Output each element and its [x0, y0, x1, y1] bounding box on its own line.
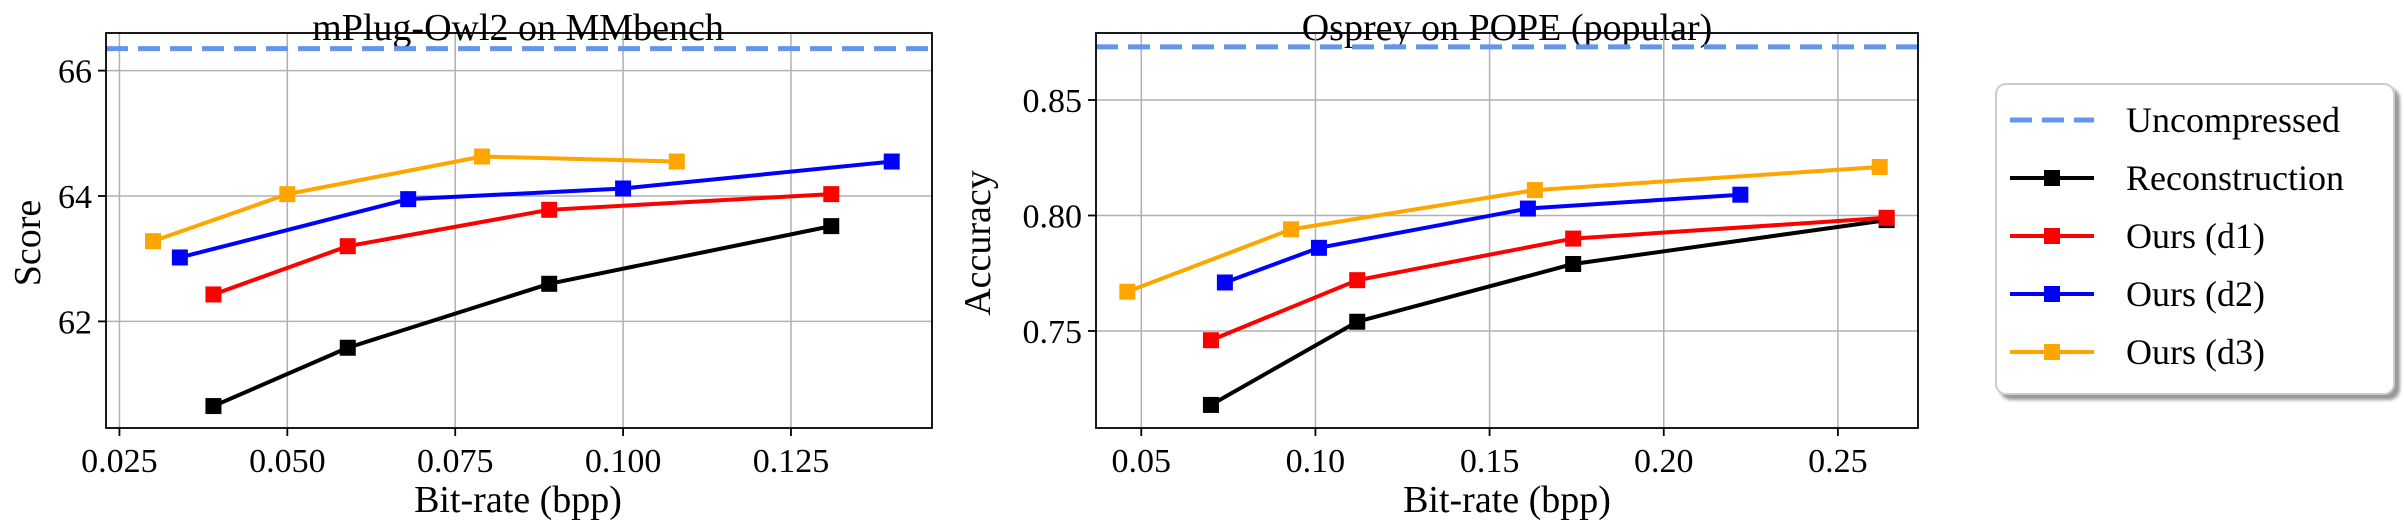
- x-tick-label: 0.25: [1808, 443, 1868, 480]
- y-tick-label: 0.85: [1023, 83, 1083, 120]
- data-point-reconstruction: [541, 275, 558, 292]
- legend-label-ours-d3: Ours (d3): [2126, 332, 2265, 372]
- legend-frame: [1995, 83, 2395, 395]
- series-line-ours-d1: [1210, 215, 1887, 343]
- data-point-reconstruction: [205, 398, 222, 415]
- data-point-ours-d3: [279, 186, 296, 203]
- y-axis-label: Score: [7, 200, 49, 287]
- legend-marker-ours-d2: [2044, 286, 2060, 302]
- data-point-ours-d1: [205, 286, 222, 303]
- data-point-ours-d3: [145, 233, 162, 250]
- data-point-ours-d2: [883, 153, 900, 170]
- legend-marker-ours-d3: [2044, 344, 2060, 360]
- data-point-ours-d2: [171, 249, 188, 266]
- data-point-ours-d1: [1349, 272, 1366, 289]
- y-tick-label: 64: [58, 179, 92, 216]
- data-point-ours-d2: [1310, 239, 1327, 256]
- x-tick-label: 0.100: [585, 443, 662, 480]
- data-point-ours-d3: [1526, 182, 1543, 199]
- data-point-ours-d3: [1283, 221, 1300, 238]
- x-tick-label: 0.025: [81, 443, 158, 480]
- data-point-ours-d2: [615, 180, 632, 197]
- data-point-ours-d2: [1216, 274, 1233, 291]
- x-axis-label: Bit-rate (bpp): [414, 479, 622, 521]
- data-point-reconstruction: [823, 218, 840, 235]
- legend-label-uncompressed: Uncompressed: [2126, 100, 2340, 140]
- data-point-reconstruction: [339, 339, 356, 356]
- data-point-ours-d3: [1119, 283, 1136, 300]
- data-point-ours-d3: [474, 148, 491, 165]
- y-tick-label: 0.75: [1023, 314, 1083, 351]
- data-point-ours-d1: [339, 238, 356, 255]
- legend: Uncompressed Reconstruction Ours (d1) Ours …: [1995, 83, 2395, 395]
- data-point-ours-d1: [823, 186, 840, 203]
- data-point-ours-d3: [668, 153, 685, 170]
- data-point-ours-d1: [541, 201, 558, 218]
- series-line-ours-d2: [1224, 192, 1741, 285]
- data-point-ours-d2: [1732, 186, 1749, 203]
- chart-title: Osprey on POPE (popular): [1302, 7, 1713, 49]
- series-line-ours-d2: [179, 159, 892, 260]
- data-point-ours-d2: [1519, 200, 1536, 217]
- x-tick-label: 0.050: [249, 443, 326, 480]
- data-point-reconstruction: [1565, 255, 1582, 272]
- series-line-ours-d3: [1126, 164, 1880, 294]
- legend-label-ours-d1: Ours (d1): [2126, 216, 2265, 256]
- data-point-ours-d3: [1871, 158, 1888, 175]
- chart-title: mPlug-Owl2 on MMbench: [312, 7, 724, 49]
- data-point-ours-d2: [400, 191, 417, 208]
- x-tick-label: 0.15: [1460, 443, 1520, 480]
- plot-frame: [105, 32, 933, 429]
- x-tick-label: 0.075: [417, 443, 494, 480]
- x-tick-label: 0.20: [1634, 443, 1694, 480]
- series-line-ours-d3: [152, 154, 677, 244]
- series-line-reconstruction: [212, 224, 832, 408]
- legend-marker-ours-d1: [2044, 228, 2060, 244]
- x-tick-label: 0.05: [1112, 443, 1172, 480]
- plot-frame: [1095, 32, 1919, 429]
- y-tick-label: 62: [58, 304, 92, 341]
- y-tick-label: 66: [58, 54, 92, 91]
- gridlines: [106, 33, 932, 428]
- data-point-ours-d1: [1202, 332, 1219, 349]
- legend-marker-reconstruction: [2044, 170, 2060, 186]
- series-line-reconstruction: [1209, 218, 1887, 407]
- x-axis-label: Bit-rate (bpp): [1403, 479, 1611, 521]
- legend-label-reconstruction: Reconstruction: [2126, 158, 2344, 198]
- data-point-ours-d1: [1878, 209, 1895, 226]
- data-point-reconstruction: [1349, 313, 1366, 330]
- gridlines: [1096, 33, 1918, 428]
- data-point-ours-d1: [1565, 230, 1582, 247]
- x-tick-label: 0.125: [753, 443, 830, 480]
- y-axis-label: Accuracy: [957, 170, 999, 316]
- data-point-reconstruction: [1202, 396, 1219, 413]
- x-tick-label: 0.10: [1286, 443, 1346, 480]
- y-tick-label: 0.80: [1023, 198, 1083, 235]
- series-line-ours-d1: [212, 192, 832, 297]
- chart-pope: Osprey on POPE (popular) Bit-rate (bpp) …: [957, 7, 1919, 521]
- legend-label-ours-d2: Ours (d2): [2126, 274, 2265, 314]
- chart-mmbench: mPlug-Owl2 on MMbench Bit-rate (bpp) Sco…: [7, 7, 933, 521]
